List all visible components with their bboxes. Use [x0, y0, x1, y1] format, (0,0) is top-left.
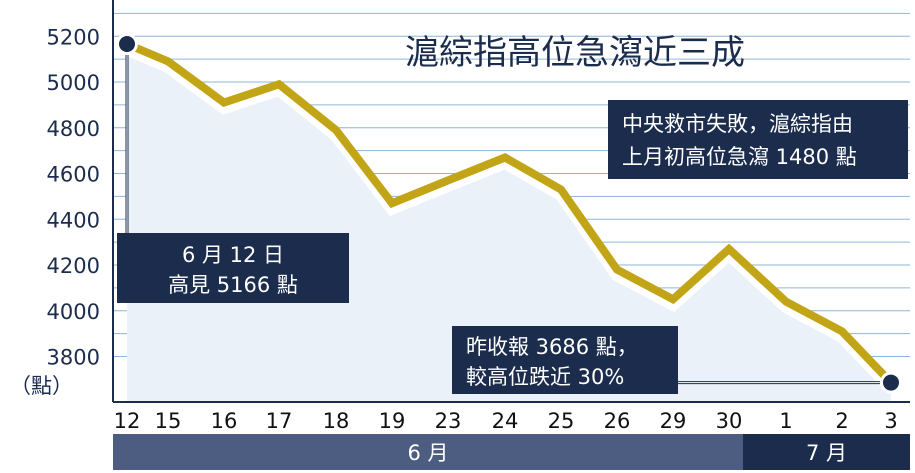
- month-bar-july: [743, 434, 910, 470]
- x-tick-label: 26: [604, 409, 631, 433]
- y-tick-label: 4200: [47, 254, 100, 278]
- annotation-low-box: 昨收報 3686 點， 較高位跌近 30%: [452, 326, 678, 394]
- series-line: [125, 40, 894, 386]
- x-tick-label: 2: [835, 409, 848, 433]
- x-tick-label: 15: [155, 409, 182, 433]
- month-bar-june: [113, 434, 743, 470]
- x-tick-label: 24: [492, 409, 519, 433]
- note-box-bg: [608, 100, 908, 179]
- chart-title: 滬綜指高位急瀉近三成: [405, 33, 745, 73]
- month-label-july: 7 月: [806, 441, 847, 465]
- x-tick-label: 12: [114, 409, 141, 433]
- high-line-1: 6 月 12 日: [182, 243, 284, 267]
- low-box-bg: [452, 326, 678, 394]
- high-point: [119, 36, 135, 53]
- y-tick-label: 5200: [47, 25, 100, 49]
- x-tick-label: 16: [211, 409, 238, 433]
- low-line-2: 較高位跌近 30%: [466, 365, 624, 389]
- month-label-june: 6 月: [407, 441, 448, 465]
- x-tick-label: 25: [548, 409, 575, 433]
- x-axis-ticks: 12 15 16 17 18 19 23 24 25 26 29 30 1 2 3: [114, 409, 898, 433]
- y-axis-unit: （點）: [10, 374, 73, 398]
- x-tick-label: 19: [379, 409, 406, 433]
- x-tick-label: 17: [266, 409, 293, 433]
- x-tick-label: 18: [323, 409, 350, 433]
- x-tick-label: 3: [884, 409, 897, 433]
- area-fill: [127, 44, 891, 403]
- y-tick-label: 5000: [47, 71, 100, 95]
- note-line-1: 中央救市失敗，滬綜指由: [622, 112, 853, 136]
- x-tick-label: 23: [435, 409, 462, 433]
- high-box-bg: [117, 233, 349, 303]
- x-tick-label: 29: [660, 409, 687, 433]
- data-points: [116, 33, 902, 394]
- high-line-2: 高見 5166 點: [168, 273, 298, 297]
- month-bar: 6 月 7 月: [113, 434, 910, 470]
- y-tick-label: 4800: [47, 117, 100, 141]
- low-line-1: 昨收報 3686 點，: [466, 335, 638, 359]
- annotation-high-box: 6 月 12 日 高見 5166 點: [117, 233, 349, 303]
- y-axis-ticks: 3800 4000 4200 4400 4600 4800 5000 5200: [47, 25, 100, 369]
- low-point: [883, 374, 899, 391]
- y-tick-label: 4000: [47, 300, 100, 324]
- annotation-note-box: 中央救市失敗，滬綜指由 上月初高位急瀉 1480 點: [608, 100, 908, 179]
- y-tick-label: 3800: [47, 346, 100, 370]
- y-tick-label: 4400: [47, 208, 100, 232]
- x-tick-label: 1: [779, 409, 792, 433]
- x-tick-label: 30: [716, 409, 743, 433]
- y-tick-label: 4600: [47, 163, 100, 187]
- note-line-2: 上月初高位急瀉 1480 點: [622, 145, 857, 169]
